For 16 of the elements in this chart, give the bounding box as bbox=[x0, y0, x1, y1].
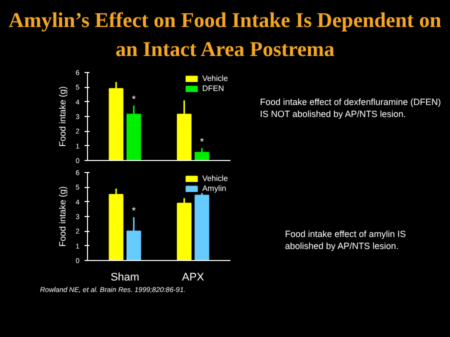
annotation: * bbox=[132, 94, 136, 106]
bar bbox=[194, 194, 210, 260]
annotation: * bbox=[132, 206, 136, 218]
bar bbox=[194, 152, 210, 160]
x-tick-label: APX bbox=[182, 272, 205, 284]
annotation: * bbox=[200, 137, 204, 148]
chart-title: Amylin’s Effect on Food Intake Is Dependent on an Intact Area Postrema bbox=[8, 7, 442, 63]
x-tick-label: Sham bbox=[110, 272, 140, 284]
text: Food intake effect of amylin IS abolished by AP/NTS lesion. bbox=[285, 228, 407, 252]
legend-label: Vehicle bbox=[202, 174, 228, 183]
y-axis-title: Food intake (g) bbox=[58, 186, 68, 247]
text: Food intake effect of dexfenfluramine (DFEN) IS NOT abolished by AP/NTS lesion. bbox=[260, 96, 442, 120]
y-axis-title: Food intake (g) bbox=[58, 86, 68, 147]
legend-label: DFEN bbox=[202, 84, 224, 93]
legend-label: Amylin bbox=[202, 184, 226, 193]
legend-label: Vehicle bbox=[202, 74, 228, 83]
